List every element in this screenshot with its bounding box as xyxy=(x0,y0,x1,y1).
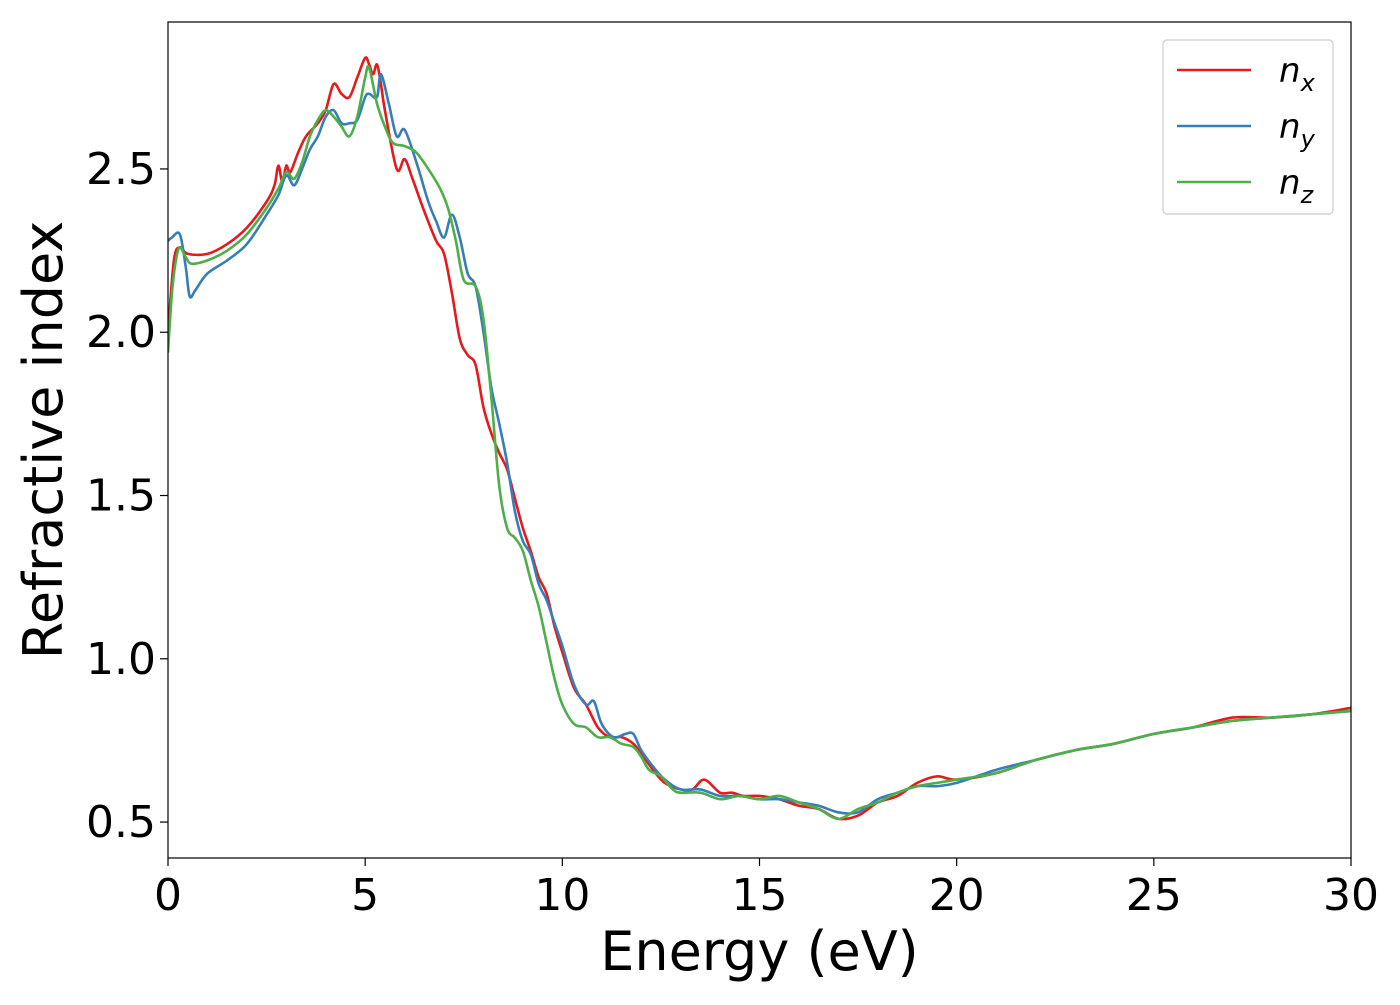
x-tick-label: 20 xyxy=(929,870,985,921)
x-tick-label: 5 xyxy=(351,870,379,921)
legend-label: nz xyxy=(1279,163,1315,209)
x-tick-label: 0 xyxy=(154,870,182,921)
y-tick-label: 1.0 xyxy=(86,634,156,685)
legend-label-subscript: y xyxy=(1300,125,1316,153)
legend-label-base: n xyxy=(1279,163,1301,203)
legend-label-base: n xyxy=(1279,51,1301,91)
series-line-ny xyxy=(168,72,1351,815)
y-tick-label: 0.5 xyxy=(86,797,156,848)
y-axis-title: Refractive index xyxy=(12,221,75,660)
legend-label-base: n xyxy=(1279,107,1301,147)
x-tick-label: 10 xyxy=(534,870,590,921)
series-layer xyxy=(168,56,1351,821)
legend-label: nx xyxy=(1279,51,1316,97)
x-axis: 0 5 10 15 20 25 30 xyxy=(154,858,1379,921)
legend-label: ny xyxy=(1279,107,1316,153)
x-tick-label: 25 xyxy=(1126,870,1182,921)
x-tick-label: 15 xyxy=(732,870,788,921)
legend-label-subscript: z xyxy=(1300,181,1315,209)
x-tick-label: 30 xyxy=(1323,870,1379,921)
y-tick-label: 1.5 xyxy=(86,471,156,522)
legend-label-subscript: x xyxy=(1300,69,1316,97)
y-tick-label: 2.0 xyxy=(86,307,156,358)
y-axis: 0.5 1.0 1.5 2.0 2.5 xyxy=(86,144,168,848)
x-axis-title: Energy (eV) xyxy=(600,920,919,983)
series-line-nz xyxy=(168,64,1351,821)
y-tick-label: 2.5 xyxy=(86,144,156,195)
